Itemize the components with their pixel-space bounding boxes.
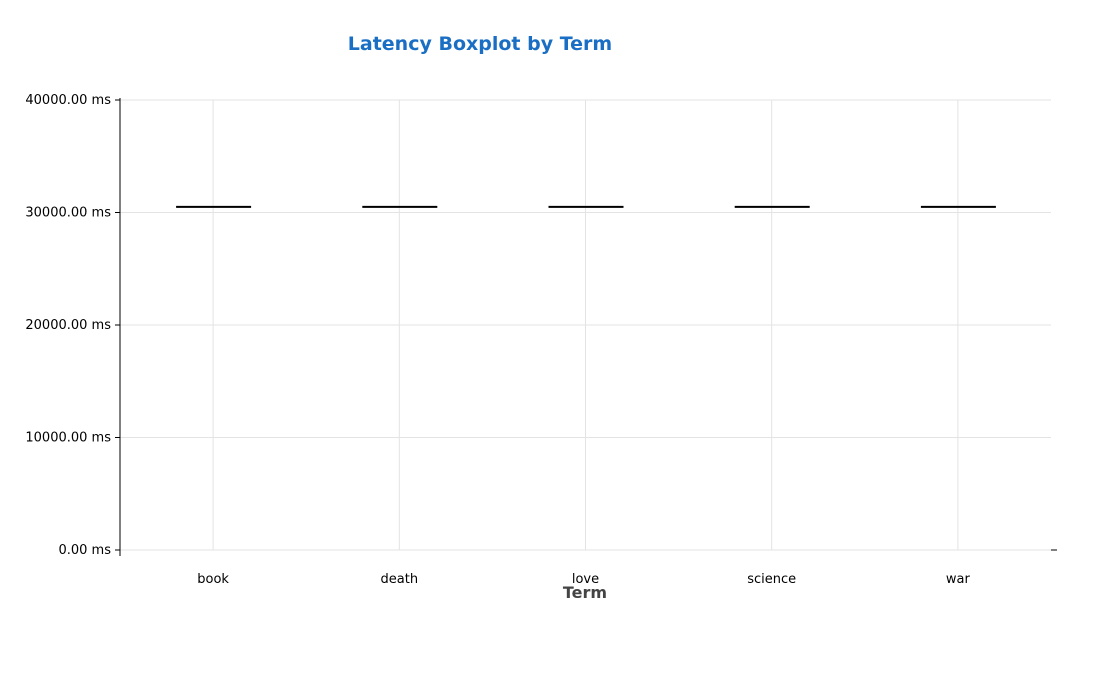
chart-title: Latency Boxplot by Term (348, 33, 612, 55)
y-tick-label: 0.00 ms (58, 543, 111, 558)
y-tick-label: 30000.00 ms (25, 206, 111, 221)
x-tick-label: science (747, 572, 796, 587)
x-tick-label: death (381, 572, 419, 587)
y-tick-label: 20000.00 ms (25, 318, 111, 333)
y-tick-label: 40000.00 ms (25, 93, 111, 108)
y-tick-label: 10000.00 ms (25, 431, 111, 446)
x-axis-title: Term (563, 583, 607, 602)
y-tick-layer: 0.00 ms 10000.00 ms 20000.00 ms 30000.00 ms… (25, 93, 120, 558)
x-tick-label: war (946, 572, 971, 587)
x-tick-layer: book death love science war (197, 572, 970, 587)
grid-layer (120, 99, 1051, 551)
x-tick-label: love (572, 572, 599, 587)
axes-layer (119, 98, 1057, 556)
x-tick-label: book (197, 572, 229, 587)
